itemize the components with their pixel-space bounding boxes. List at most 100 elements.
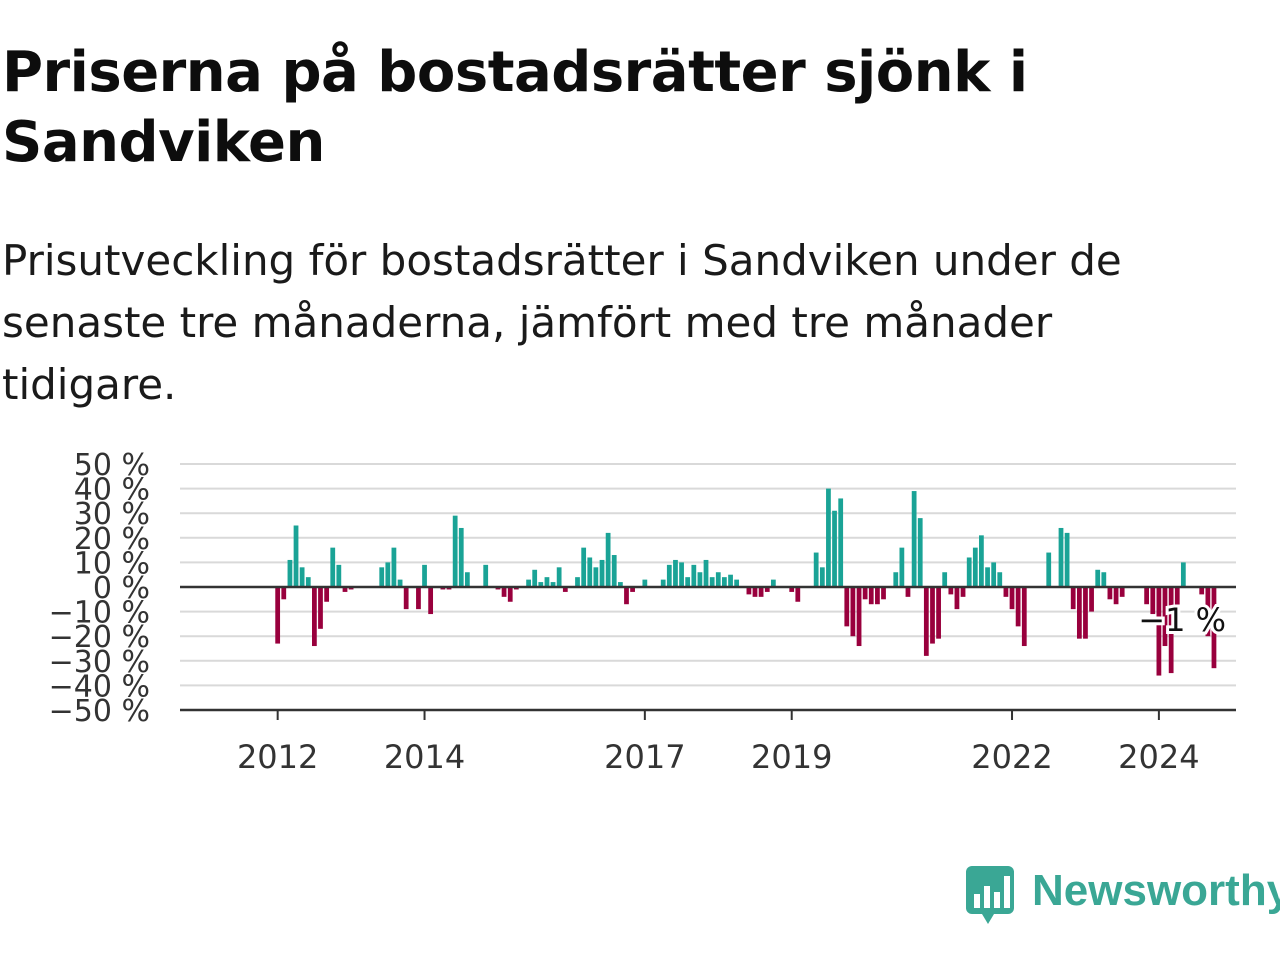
newsworthy-logo-icon — [966, 866, 1014, 924]
bar — [324, 587, 330, 602]
y-tick-label: 0 % — [93, 571, 150, 606]
bar — [618, 582, 623, 587]
x-tick-label: 2012 — [237, 738, 318, 776]
bar — [868, 587, 874, 605]
bar — [1211, 587, 1217, 669]
bar — [838, 498, 844, 587]
bar — [1021, 587, 1027, 647]
bar — [507, 587, 513, 602]
bar — [991, 562, 997, 587]
bar — [587, 557, 593, 587]
newsworthy-logo: Newsworthy — [964, 864, 1280, 928]
bar — [1156, 587, 1162, 676]
bar — [624, 587, 629, 605]
bar — [673, 559, 678, 587]
bar — [1101, 572, 1107, 587]
bar — [538, 582, 544, 587]
bar — [342, 587, 348, 592]
y-tick-label: 10 % — [74, 546, 150, 581]
bar — [403, 587, 409, 610]
bar — [385, 562, 391, 587]
bars — [275, 488, 1217, 676]
bar — [954, 587, 960, 610]
bar — [966, 557, 972, 587]
bar — [1144, 587, 1150, 605]
y-tick-label: −40 % — [49, 669, 150, 704]
bar — [611, 555, 617, 587]
bar — [593, 567, 599, 587]
bar — [1107, 587, 1113, 600]
bar — [844, 587, 850, 627]
bar — [679, 562, 684, 587]
bar — [703, 559, 709, 587]
bar — [819, 567, 825, 587]
bar — [715, 572, 721, 587]
bar — [826, 488, 831, 587]
bar — [1003, 587, 1009, 597]
bar — [985, 567, 990, 587]
bar — [758, 587, 764, 597]
bar — [1162, 587, 1168, 647]
bar — [960, 587, 966, 597]
tick-labels: 50 %40 %30 %20 %10 %0 %−10 %−20 %−30 %−4… — [49, 448, 1229, 776]
bar — [275, 587, 281, 644]
bar — [1064, 532, 1070, 587]
bar — [1168, 587, 1174, 674]
bar — [899, 547, 905, 587]
newsworthy-logo-text: Newsworthy — [1032, 866, 1280, 915]
bar — [281, 587, 287, 600]
y-tick-label: −50 % — [49, 694, 150, 729]
bar — [391, 547, 397, 587]
bar — [464, 572, 470, 587]
bar — [397, 579, 403, 587]
end-value-label: −1 % — [1138, 601, 1226, 639]
bar — [709, 577, 715, 587]
bar — [856, 587, 862, 647]
bar — [972, 547, 978, 587]
bar — [1180, 562, 1186, 587]
y-tick-label: 30 % — [74, 497, 150, 532]
y-tick-label: −30 % — [49, 645, 150, 680]
y-tick-label: 20 % — [74, 522, 150, 557]
bar — [881, 587, 886, 600]
bar — [789, 587, 795, 592]
bar — [1015, 587, 1021, 627]
bar — [1076, 587, 1082, 639]
bar — [666, 564, 672, 587]
bar — [458, 527, 464, 587]
bar — [562, 587, 568, 592]
bar — [501, 587, 507, 597]
bar — [813, 552, 819, 587]
bar — [660, 579, 666, 587]
bar — [299, 567, 305, 587]
bar — [948, 587, 954, 595]
bar — [942, 572, 948, 587]
bar — [979, 535, 984, 587]
bar — [746, 587, 752, 595]
bar — [1083, 587, 1088, 639]
bar — [770, 579, 776, 587]
bar — [452, 515, 458, 587]
bar — [728, 574, 733, 587]
bar — [850, 587, 856, 637]
bar — [917, 518, 923, 587]
y-tick-label: 40 % — [74, 473, 150, 508]
bar — [905, 587, 911, 597]
y-tick-label: 50 % — [74, 448, 150, 483]
x-tick-label: 2022 — [971, 738, 1052, 776]
x-tick-label: 2014 — [384, 738, 465, 776]
bar — [862, 587, 868, 600]
page-subtitle: Prisutveckling för bostadsrätter i Sandv… — [2, 236, 1122, 409]
bar — [997, 572, 1003, 587]
page-title: Priserna på bostadsrätter sjönk i Sandvi… — [2, 40, 1028, 175]
bar — [416, 587, 421, 610]
bar — [483, 564, 489, 587]
x-tick-label: 2024 — [1118, 738, 1199, 776]
bar — [318, 587, 323, 629]
bar — [581, 547, 587, 587]
x-tick-label: 2017 — [604, 738, 685, 776]
bar — [1199, 587, 1205, 595]
bar-chart: 50 %40 %30 %20 %10 %0 %−10 %−20 %−30 %−4… — [49, 448, 1236, 776]
bar — [1119, 587, 1125, 597]
x-tick-label: 2019 — [751, 738, 832, 776]
